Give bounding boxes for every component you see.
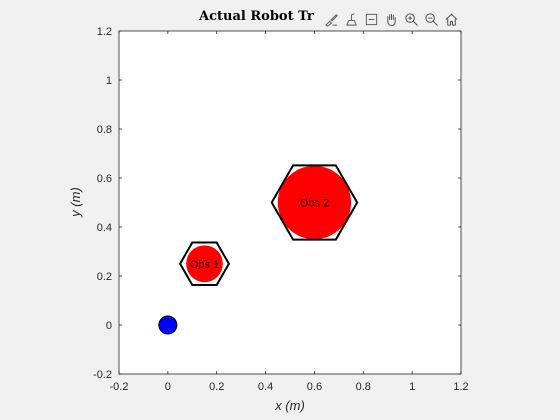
zoom-out-icon — [425, 12, 438, 26]
obstacle-2-fill — [277, 165, 352, 240]
y-tick-label: 1.2 — [97, 26, 112, 38]
pan-hand-icon — [387, 13, 396, 26]
data-tips-button[interactable] — [342, 10, 361, 28]
x-tick-label: -0.2 — [110, 381, 129, 393]
restore-view-button[interactable] — [362, 10, 381, 28]
x-tick-label: 0.6 — [307, 381, 322, 393]
brush-icon — [325, 13, 338, 27]
obstacle-1-fill — [186, 245, 223, 283]
x-tick-label: 0.8 — [356, 381, 371, 393]
home-button[interactable] — [442, 10, 461, 28]
x-tick-label: 0 — [165, 381, 171, 393]
y-tick-label: 1 — [106, 75, 112, 87]
pan-button[interactable] — [382, 10, 401, 28]
zoom-in-button[interactable] — [402, 10, 421, 28]
y-tick-label: 0.8 — [97, 124, 112, 136]
zoom-out-button[interactable] — [422, 10, 441, 28]
obstacle-2-label: Obs 2 — [300, 198, 329, 210]
y-tick-label: 0.6 — [97, 173, 112, 185]
restore-view-icon — [365, 13, 378, 25]
robot-marker — [158, 315, 178, 335]
y-axis-label: y (m) — [68, 187, 83, 218]
zoom-in-icon — [405, 12, 418, 26]
data-tips-icon — [346, 12, 357, 26]
y-tick-label: 0 — [106, 320, 112, 332]
home-icon — [445, 13, 458, 26]
x-tick-label: 0.4 — [258, 381, 273, 393]
axes-toolbar — [322, 10, 461, 28]
y-tick-label: -0.2 — [93, 369, 112, 381]
axes-box — [118, 30, 462, 375]
y-tick-label: 0.2 — [97, 271, 112, 283]
y-tick-label: 0.4 — [97, 222, 112, 234]
brush-button[interactable] — [322, 10, 341, 28]
x-tick-label: 0.2 — [209, 381, 224, 393]
x-tick-label: 1 — [409, 381, 415, 393]
obstacle-1-hexagon — [178, 241, 231, 286]
x-axis-label: x (m) — [274, 398, 305, 413]
obstacle-1-label: Obs 1 — [190, 259, 219, 271]
obstacle-2-hexagon — [270, 164, 359, 241]
x-tick-label: 1.2 — [453, 381, 468, 393]
chart-title: Actual Robot Tr — [199, 9, 314, 24]
